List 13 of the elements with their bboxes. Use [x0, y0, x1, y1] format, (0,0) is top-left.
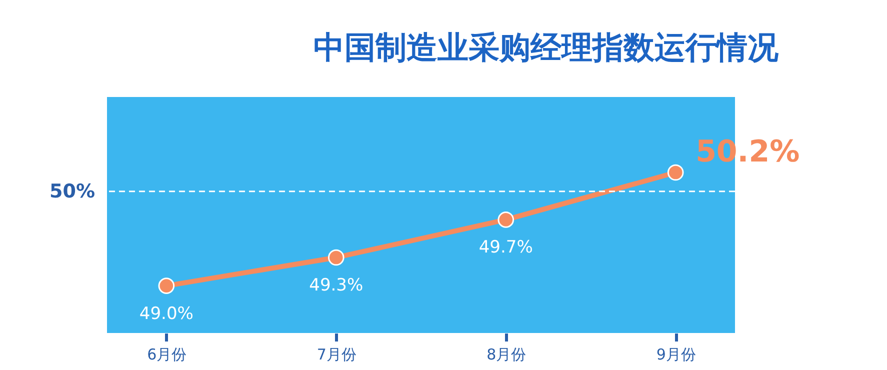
point	[328, 249, 344, 266]
x-tick-label: 8月份	[486, 346, 526, 364]
point	[158, 278, 175, 294]
x-tick-label: 7月份	[316, 346, 356, 364]
chart-title: 中国制造业采购经理指数运行情况	[314, 30, 780, 66]
x-tick-label: 9月份	[656, 346, 696, 364]
point	[498, 212, 514, 228]
ref-line-label: 50%	[50, 180, 95, 202]
data-label: 49.7%	[478, 238, 533, 258]
data-label: 49.3%	[309, 275, 364, 296]
data-label: 49.0%	[139, 304, 194, 324]
point	[667, 164, 684, 181]
x-tick-label: 6月份	[147, 346, 187, 364]
